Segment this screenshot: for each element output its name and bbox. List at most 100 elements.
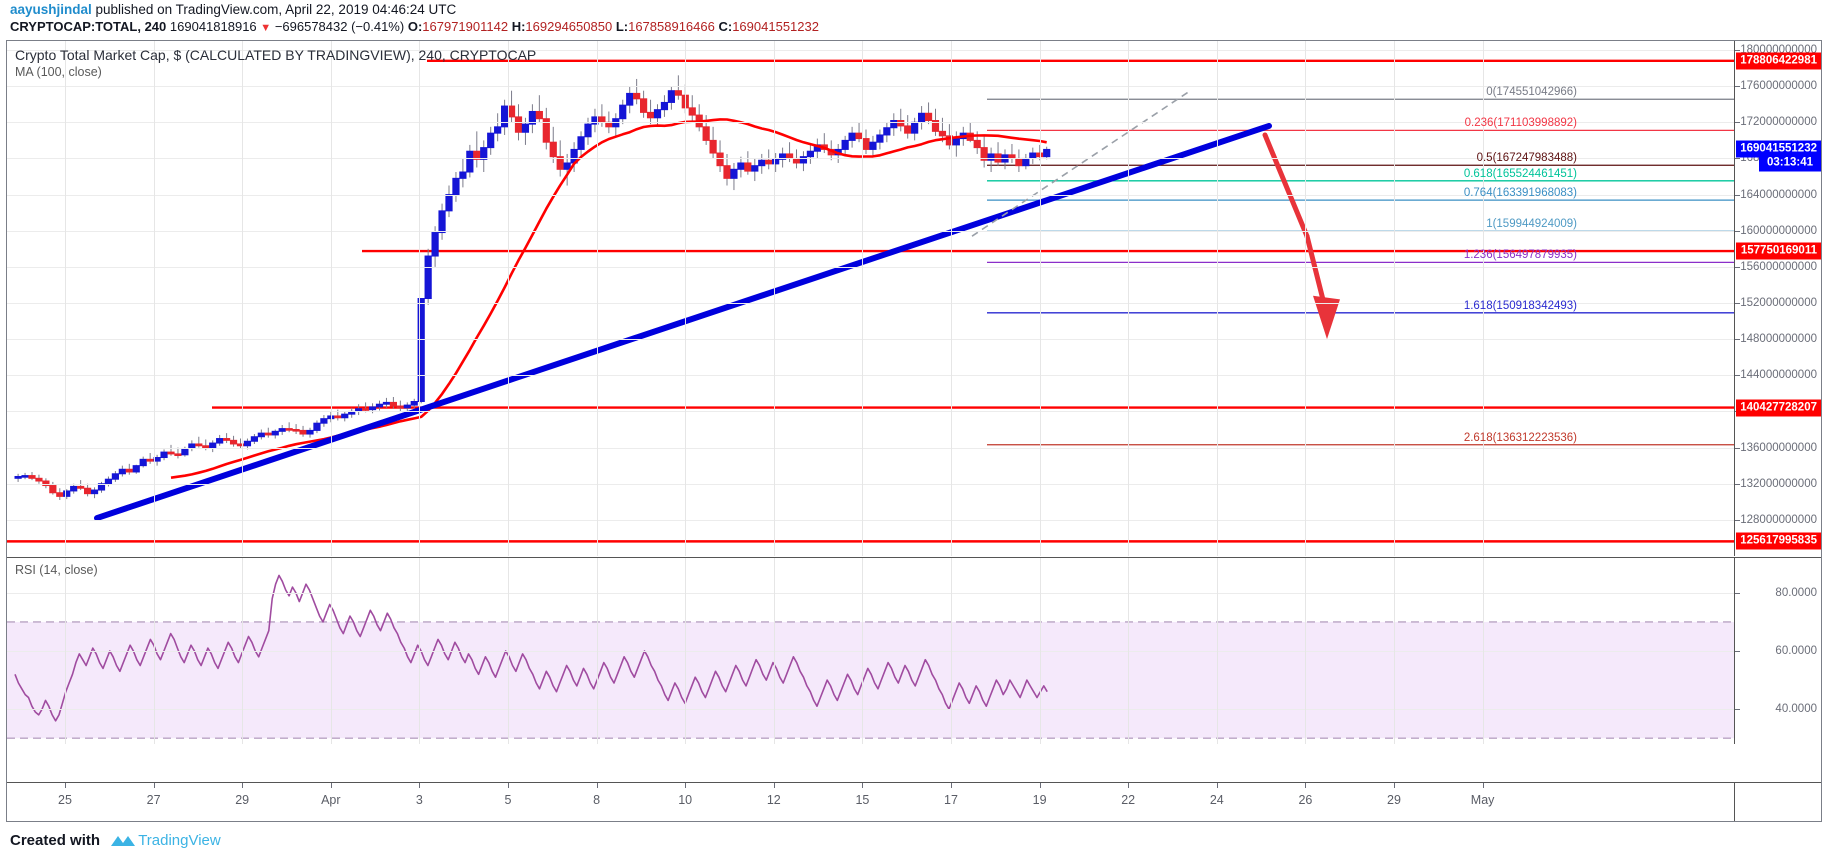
grid-line-v bbox=[951, 41, 952, 556]
grid-line-v bbox=[1039, 41, 1041, 556]
time-axis[interactable]: 25 27 29 Apr 3 5 8 10 12 15 17 19 22 24 26 29 May bbox=[7, 782, 1821, 821]
grid-line-v bbox=[1216, 558, 1218, 744]
axis-tick bbox=[1735, 483, 1740, 485]
time-axis-tick bbox=[330, 783, 332, 788]
grid-line-v bbox=[153, 558, 155, 744]
grid-line-h bbox=[7, 158, 1735, 160]
time-axis-label: 8 bbox=[593, 793, 601, 807]
high-value: 169294650850 bbox=[525, 19, 613, 34]
price-axis[interactable]: 1800000000001760000000001720000000001680… bbox=[1734, 41, 1821, 556]
high-key: H: bbox=[511, 19, 526, 34]
time-axis-label: May bbox=[1470, 793, 1495, 807]
grid-line-v bbox=[773, 41, 775, 556]
grid-line-v bbox=[1216, 41, 1218, 556]
grid-line-v bbox=[1482, 41, 1484, 556]
fib-level-label: 2.618(136312223536) bbox=[1463, 431, 1577, 444]
price-axis-label: 172000000000 bbox=[1740, 116, 1817, 129]
axis-tick bbox=[1735, 339, 1740, 341]
time-axis-tick bbox=[862, 783, 864, 788]
grid-line-v bbox=[508, 558, 509, 744]
grid-line-v bbox=[419, 558, 421, 744]
fib-level-label: 1.236(156497879935) bbox=[1463, 249, 1577, 262]
fib-level-label: 0.5(167247983488) bbox=[1476, 152, 1577, 165]
grid-line-v bbox=[65, 558, 66, 744]
time-axis-tick bbox=[419, 783, 421, 788]
axis-tick bbox=[1735, 194, 1740, 196]
rsi-series-svg bbox=[7, 574, 1735, 739]
close-value: 169041551232 bbox=[732, 19, 819, 34]
time-axis-tick bbox=[685, 783, 687, 788]
time-axis-label: 25 bbox=[58, 793, 72, 807]
grid-line-v bbox=[685, 558, 687, 744]
time-axis-label: Apr bbox=[321, 793, 341, 807]
fib-level-label: 0.764(163391968083) bbox=[1463, 187, 1577, 200]
axis-tick bbox=[1735, 303, 1740, 305]
time-axis-tick bbox=[1216, 783, 1218, 788]
grid-line-v bbox=[1482, 558, 1484, 744]
symbol-label: CRYPTOCAP:TOTAL, 240 bbox=[10, 19, 167, 34]
grid-line-h bbox=[7, 339, 1735, 341]
time-axis-corner bbox=[1734, 783, 1821, 821]
author-name: aayushjindal bbox=[10, 2, 92, 17]
price-axis-label: 136000000000 bbox=[1740, 441, 1817, 454]
chart-legend-title: Crypto Total Market Cap, $ (CALCULATED B… bbox=[15, 47, 537, 63]
quote-line: CRYPTOCAP:TOTAL, 240 169041818916 ▼ −696… bbox=[10, 19, 819, 36]
price-axis-label: 152000000000 bbox=[1740, 297, 1817, 310]
axis-tick bbox=[1735, 122, 1740, 124]
axis-tick bbox=[1735, 158, 1740, 160]
price-axis-label: 128000000000 bbox=[1740, 513, 1817, 526]
grid-line-v bbox=[419, 41, 421, 556]
axis-tick bbox=[1735, 50, 1740, 52]
rsi-plot-area[interactable] bbox=[7, 558, 1735, 744]
low-value: 167858916466 bbox=[628, 19, 715, 34]
grid-line-v bbox=[596, 41, 598, 556]
grid-line-h bbox=[7, 230, 1735, 232]
countdown-badge: 03:13:41 bbox=[1759, 154, 1821, 172]
time-axis-tick bbox=[242, 783, 244, 788]
chart-frame[interactable]: 0(174551042966) 0.236(171103998892) 0.5(16… bbox=[6, 40, 1822, 822]
fib-level-label: 0(174551042966) bbox=[1486, 86, 1577, 99]
time-axis-tick bbox=[773, 783, 775, 788]
time-axis-tick bbox=[1394, 783, 1395, 788]
fib-level-label: 1(159944924009) bbox=[1486, 218, 1577, 231]
price-badge: 157750169011 bbox=[1736, 242, 1821, 260]
chart-legend-ma: MA (100, close) bbox=[15, 65, 102, 79]
footer-attribution: Created with TradingView bbox=[10, 832, 221, 849]
grid-line-v bbox=[773, 558, 775, 744]
grid-line-v bbox=[1128, 558, 1130, 744]
grid-line-h bbox=[7, 122, 1735, 124]
time-axis-label: 29 bbox=[1387, 793, 1401, 807]
time-axis-tick bbox=[153, 783, 155, 788]
time-axis-label: 27 bbox=[146, 793, 161, 807]
price-axis-label: 160000000000 bbox=[1740, 224, 1817, 237]
grid-line-v bbox=[951, 558, 952, 744]
grid-line-v bbox=[1128, 41, 1130, 556]
time-axis-label: 22 bbox=[1121, 793, 1136, 807]
price-axis-label: 156000000000 bbox=[1740, 260, 1817, 273]
grid-line-v bbox=[1305, 558, 1307, 744]
grid-line-v bbox=[508, 41, 509, 556]
price-badge: 140427728207 bbox=[1736, 399, 1821, 417]
time-axis-tick bbox=[65, 783, 66, 788]
time-axis-label: 17 bbox=[944, 793, 958, 807]
grid-line-h bbox=[7, 519, 1735, 521]
open-key: O: bbox=[407, 19, 423, 34]
rsi-axis[interactable]: 80.0000 60.0000 40.0000 bbox=[1734, 558, 1821, 744]
price-plot-area[interactable]: 0(174551042966) 0.236(171103998892) 0.5(16… bbox=[7, 41, 1735, 556]
time-axis-label: 15 bbox=[855, 793, 870, 807]
price-pane[interactable]: 0(174551042966) 0.236(171103998892) 0.5(16… bbox=[7, 41, 1821, 556]
down-arrow-icon: ▼ bbox=[260, 22, 272, 34]
axis-tick bbox=[1735, 266, 1740, 268]
axis-tick bbox=[1735, 709, 1740, 711]
axis-tick bbox=[1735, 592, 1740, 594]
time-axis-label: 3 bbox=[415, 793, 423, 807]
time-axis-label: 26 bbox=[1298, 793, 1313, 807]
tradingview-logo-icon bbox=[110, 834, 136, 849]
rsi-pane[interactable]: 80.0000 60.0000 40.0000 RSI (14, close) bbox=[7, 557, 1821, 744]
grid-line-h bbox=[7, 483, 1735, 485]
grid-line-v bbox=[1039, 558, 1041, 744]
grid-line-h bbox=[7, 447, 1735, 449]
grid-line-h bbox=[7, 50, 1735, 52]
grid-line-h bbox=[7, 709, 1735, 711]
last-price: 169041818916 bbox=[169, 19, 257, 34]
